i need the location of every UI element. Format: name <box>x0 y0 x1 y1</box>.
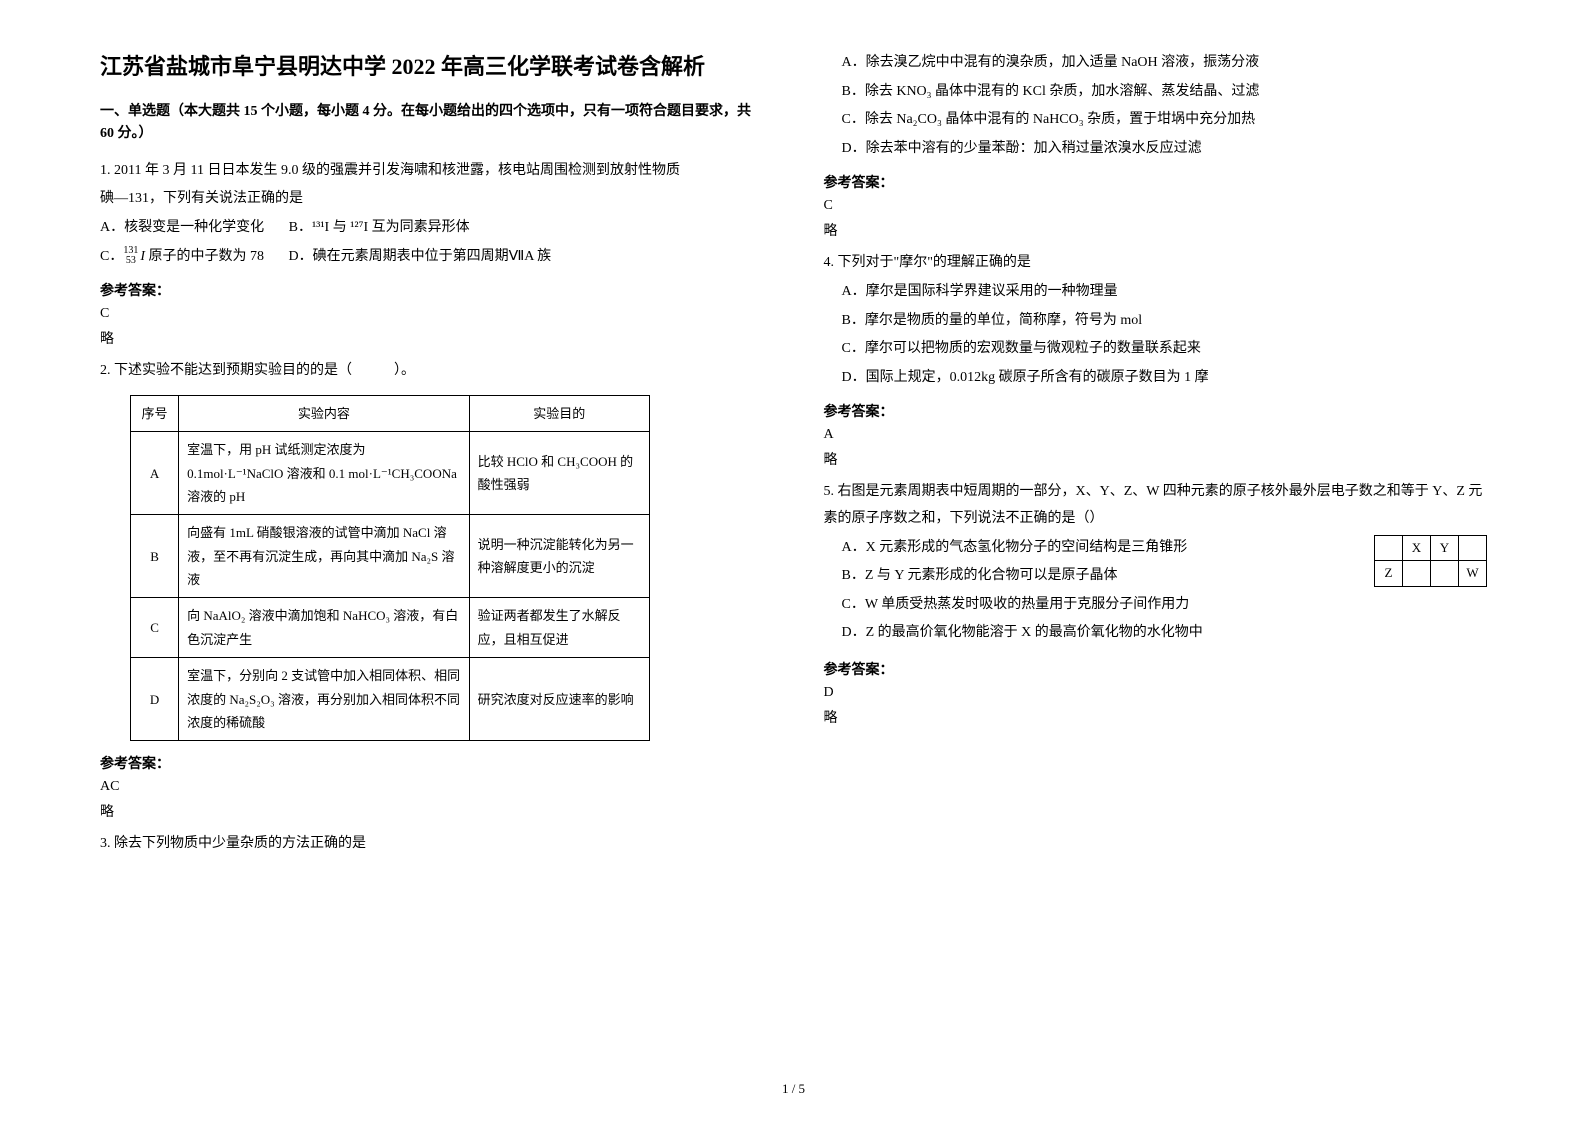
page-container: 江苏省盐城市阜宁县明达中学 2022 年高三化学联考试卷含解析 一、单选题（本大… <box>100 50 1487 868</box>
periodic-table-snippet: X Y Z W <box>1374 535 1487 587</box>
q4-opt-c: C．摩尔可以把物质的宏观数量与微观粒子的数量联系起来 <box>824 336 1488 363</box>
cell <box>1375 535 1403 561</box>
cell: X <box>1403 535 1431 561</box>
cell-purpose: 说明一种沉淀能转化为另一种溶解度更小的沉淀 <box>469 515 649 598</box>
cell-seq: A <box>131 432 179 515</box>
question-3-options: A．除去溴乙烷中中混有的溴杂质，加入适量 NaOH 溶液，振荡分液 B．除去 K… <box>824 50 1488 162</box>
q1-opt-a: A．核裂变是一种化学变化 <box>100 220 264 235</box>
q5-omit: 略 <box>824 707 1488 727</box>
cell-purpose: 研究浓度对反应速率的影响 <box>469 658 649 741</box>
page-title: 江苏省盐城市阜宁县明达中学 2022 年高三化学联考试卷含解析 <box>100 50 764 83</box>
th-content: 实验内容 <box>179 395 470 431</box>
question-4: 4. 下列对于"摩尔"的理解正确的是 A．摩尔是国际科学界建议采用的一种物理量 … <box>824 250 1488 391</box>
q5-answer-label: 参考答案： <box>824 659 1488 679</box>
q3-opt-b: B．除去 KNO₃ 晶体中混有的 KCl 杂质，加水溶解、蒸发结晶、过滤 <box>824 79 1488 106</box>
q5-stem: 5. 右图是元素周期表中短周期的一部分，X、Y、Z、W 四种元素的原子核外最外层… <box>824 479 1488 532</box>
q1-opt-c-suffix: 原子的中子数为 78 <box>145 249 264 264</box>
q5-opt-c: C．W 单质受热蒸发时吸收的热量用于克服分子间作用力 <box>824 592 1488 619</box>
table-header-row: 序号 实验内容 实验目的 <box>131 395 650 431</box>
q1-options-cd: C．13153I 原子的中子数为 78 D．碘在元素周期表中位于第四周期ⅦA 族 <box>100 244 764 271</box>
th-purpose: 实验目的 <box>469 395 649 431</box>
cell <box>1403 561 1431 587</box>
table-row: Z W <box>1375 561 1487 587</box>
question-1: 1. 2011 年 3 月 11 日日本发生 9.0 级的强震并引发海啸和核泄露… <box>100 158 764 270</box>
q1-answer: C <box>100 306 764 322</box>
q4-opt-a: A．摩尔是国际科学界建议采用的一种物理量 <box>824 279 1488 306</box>
q1-opt-d: D．碘在元素周期表中位于第四周期ⅦA 族 <box>289 249 552 264</box>
q1-options-ab: A．核裂变是一种化学变化 B．¹³¹I 与 ¹²⁷I 互为同素异形体 <box>100 215 764 242</box>
cell <box>1431 561 1459 587</box>
q1-opt-b: B．¹³¹I 与 ¹²⁷I 互为同素异形体 <box>289 220 470 235</box>
page-number: 1 / 5 <box>782 1081 805 1097</box>
q1-answer-label: 参考答案： <box>100 280 764 300</box>
cell-seq: D <box>131 658 179 741</box>
q4-omit: 略 <box>824 449 1488 469</box>
cell-content: 室温下，用 pH 试纸测定浓度为 0.1mol·L⁻¹NaClO 溶液和 0.1… <box>179 432 470 515</box>
cell: Z <box>1375 561 1403 587</box>
question-5: 5. 右图是元素周期表中短周期的一部分，X、Y、Z、W 四种元素的原子核外最外层… <box>824 479 1488 649</box>
table-row: X Y <box>1375 535 1487 561</box>
question-2: 2. 下述实验不能达到预期实验目的的是（ ）。 <box>100 358 764 385</box>
cell-seq: B <box>131 515 179 598</box>
left-column: 江苏省盐城市阜宁县明达中学 2022 年高三化学联考试卷含解析 一、单选题（本大… <box>100 50 764 868</box>
cell-content: 向 NaAlO₂ 溶液中滴加饱和 NaHCO₃ 溶液，有白色沉淀产生 <box>179 598 470 658</box>
question-3-stem: 3. 除去下列物质中少量杂质的方法正确的是 <box>100 831 764 858</box>
q4-opt-b: B．摩尔是物质的量的单位，简称摩，符号为 mol <box>824 308 1488 335</box>
q3-answer-label: 参考答案： <box>824 172 1488 192</box>
q3-opt-a: A．除去溴乙烷中中混有的溴杂质，加入适量 NaOH 溶液，振荡分液 <box>824 50 1488 77</box>
q3-answer: C <box>824 198 1488 214</box>
q1-omit: 略 <box>100 328 764 348</box>
q4-opt-d: D．国际上规定，0.012kg 碳原子所含有的碳原子数目为 1 摩 <box>824 365 1488 392</box>
table-row: A 室温下，用 pH 试纸测定浓度为 0.1mol·L⁻¹NaClO 溶液和 0… <box>131 432 650 515</box>
q5-answer: D <box>824 685 1488 701</box>
q2-stem: 2. 下述实验不能达到预期实验目的的是（ ）。 <box>100 358 764 385</box>
cell <box>1459 535 1487 561</box>
table-row: B 向盛有 1mL 硝酸银溶液的试管中滴加 NaCl 溶液，至不再有沉淀生成，再… <box>131 515 650 598</box>
q1-stem-a: 1. 2011 年 3 月 11 日日本发生 9.0 级的强震并引发海啸和核泄露… <box>100 158 764 185</box>
cell-seq: C <box>131 598 179 658</box>
q2-omit: 略 <box>100 801 764 821</box>
q2-answer-label: 参考答案： <box>100 753 764 773</box>
q3-opt-c: C．除去 Na₂CO₃ 晶体中混有的 NaHCO₃ 杂质，置于坩埚中充分加热 <box>824 107 1488 134</box>
cell-purpose: 验证两者都发生了水解反应，且相互促进 <box>469 598 649 658</box>
q1-opt-c: C．13153I 原子的中子数为 78 <box>100 249 264 264</box>
cell-purpose: 比较 HClO 和 CH₃COOH 的酸性强弱 <box>469 432 649 515</box>
cell-content: 室温下，分别向 2 支试管中加入相同体积、相同浓度的 Na₂S₂O₃ 溶液，再分… <box>179 658 470 741</box>
q5-opt-d: D．Z 的最高价氧化物能溶于 X 的最高价氧化物的水化物中 <box>824 620 1488 647</box>
section-header: 一、单选题（本大题共 15 个小题，每小题 4 分。在每小题给出的四个选项中，只… <box>100 101 764 146</box>
right-column: A．除去溴乙烷中中混有的溴杂质，加入适量 NaOH 溶液，振荡分液 B．除去 K… <box>824 50 1488 868</box>
q1-stem-b: 碘—131，下列有关说法正确的是 <box>100 186 764 213</box>
q3-opt-d: D．除去苯中溶有的少量苯酚：加入稍过量浓溴水反应过滤 <box>824 136 1488 163</box>
isotope-notation: 13153 <box>123 246 138 266</box>
cell-content: 向盛有 1mL 硝酸银溶液的试管中滴加 NaCl 溶液，至不再有沉淀生成，再向其… <box>179 515 470 598</box>
cell: Y <box>1431 535 1459 561</box>
q3-stem: 3. 除去下列物质中少量杂质的方法正确的是 <box>100 831 764 858</box>
q4-stem: 4. 下列对于"摩尔"的理解正确的是 <box>824 250 1488 277</box>
q4-answer-label: 参考答案： <box>824 401 1488 421</box>
experiment-table: 序号 实验内容 实验目的 A 室温下，用 pH 试纸测定浓度为 0.1mol·L… <box>130 395 650 742</box>
q4-answer: A <box>824 427 1488 443</box>
th-seq: 序号 <box>131 395 179 431</box>
q2-answer: AC <box>100 779 764 795</box>
table-row: C 向 NaAlO₂ 溶液中滴加饱和 NaHCO₃ 溶液，有白色沉淀产生 验证两… <box>131 598 650 658</box>
table-row: D 室温下，分别向 2 支试管中加入相同体积、相同浓度的 Na₂S₂O₃ 溶液，… <box>131 658 650 741</box>
cell: W <box>1459 561 1487 587</box>
q3-omit: 略 <box>824 220 1488 240</box>
